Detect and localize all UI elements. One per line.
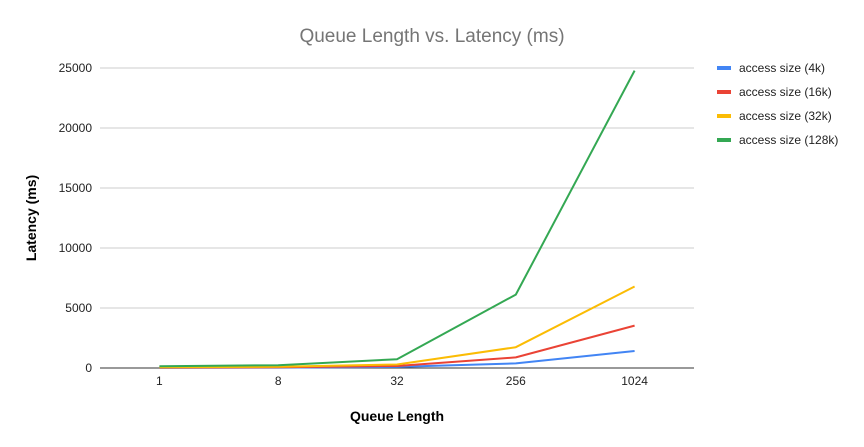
series-line: [159, 70, 636, 368]
y-tick-label: 5000: [65, 301, 92, 315]
legend-label: access size (4k): [739, 61, 825, 75]
series-line: [159, 324, 635, 369]
y-tick-label: 15000: [59, 181, 93, 195]
x-tick-label: 1: [156, 374, 163, 388]
x-tick-label: 1024: [621, 374, 648, 388]
x-tick-label: 32: [390, 374, 404, 388]
y-tick-label: 25000: [59, 61, 93, 75]
x-tick-label: 8: [275, 374, 282, 388]
chart-title: Queue Length vs. Latency (ms): [299, 26, 564, 47]
legend-swatch: [717, 90, 731, 94]
legend-swatch: [717, 66, 731, 70]
legend-label: access size (128k): [739, 133, 838, 147]
x-tick-label: 256: [506, 374, 526, 388]
y-tick-label: 0: [85, 361, 92, 375]
gridlines: [100, 67, 694, 369]
y-tick-label: 20000: [59, 121, 93, 135]
legend-label: access size (16k): [739, 85, 832, 99]
legend-label: access size (32k): [739, 109, 832, 123]
series-line: [159, 285, 636, 369]
legend: access size (4k) access size (16k) access …: [717, 61, 838, 147]
legend-swatch: [717, 138, 731, 142]
series-lines: [159, 70, 636, 369]
y-axis-title: Latency (ms): [23, 175, 39, 261]
y-axis-ticks: 0 5000 10000 15000 20000 25000: [59, 61, 93, 375]
x-axis-ticks: 1 8 32 256 1024: [156, 374, 648, 388]
y-tick-label: 10000: [59, 241, 93, 255]
legend-swatch: [717, 114, 731, 118]
x-axis-title: Queue Length: [350, 408, 444, 424]
